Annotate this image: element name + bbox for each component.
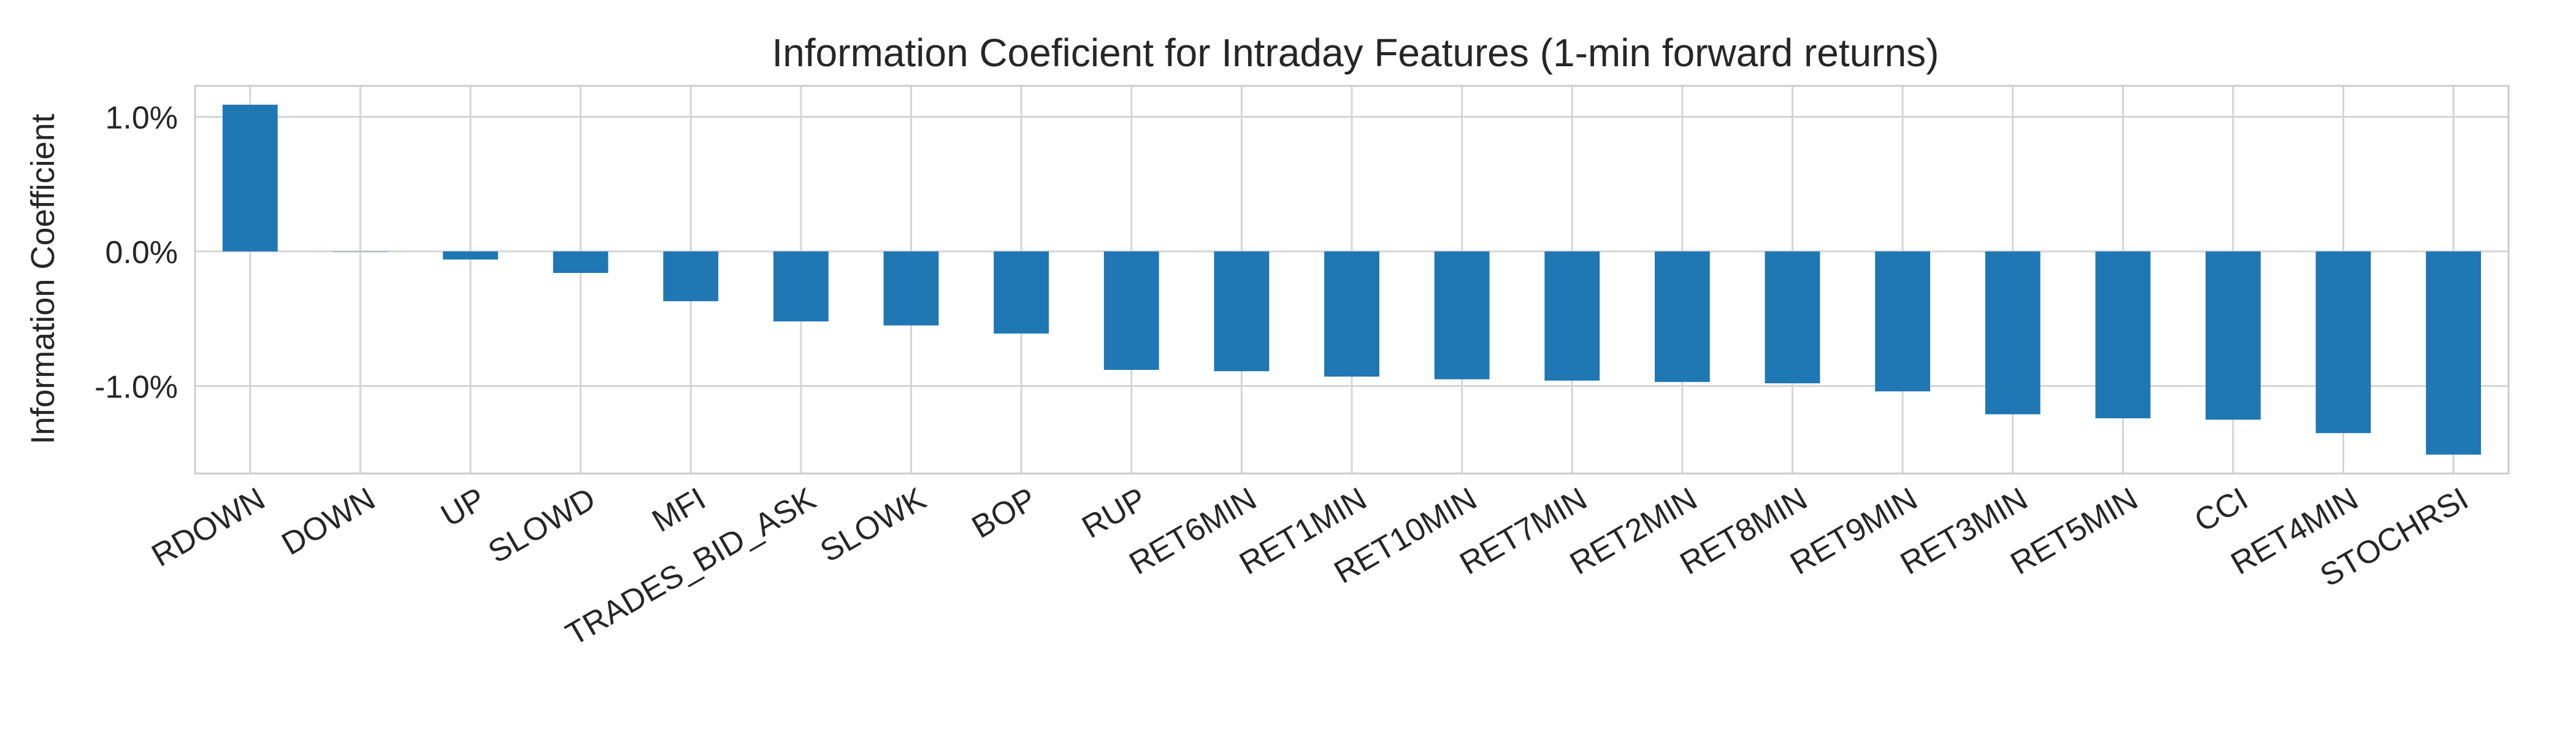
y-axis-title: Information Coefficient bbox=[25, 113, 61, 444]
x-tick-label: RET6MIN bbox=[1124, 481, 1263, 581]
plot-border bbox=[194, 85, 2510, 475]
x-tick-label: CCI bbox=[2188, 481, 2254, 539]
x-tick-label: RET2MIN bbox=[1564, 481, 1703, 581]
y-tick-label: -1.0% bbox=[94, 369, 178, 405]
x-tick-label: SLOWK bbox=[815, 481, 932, 569]
bar-ret5min bbox=[2095, 251, 2151, 419]
x-tick-label: RDOWN bbox=[146, 481, 271, 573]
bar-bop bbox=[994, 251, 1049, 334]
bar-rdown bbox=[222, 104, 278, 251]
bar-ret3min bbox=[1985, 251, 2041, 415]
plot-frame bbox=[194, 85, 2510, 475]
bar-up bbox=[443, 251, 498, 260]
x-tick-label: DOWN bbox=[276, 481, 381, 562]
x-tick-label: SLOWD bbox=[483, 481, 602, 570]
x-tick-label: RET5MIN bbox=[2005, 481, 2144, 581]
bar-ret2min bbox=[1654, 251, 1710, 382]
bar-ret9min bbox=[1875, 251, 1930, 392]
x-tick-label: RET7MIN bbox=[1454, 481, 1593, 581]
x-tick-label: RET8MIN bbox=[1674, 481, 1814, 581]
bar-ret8min bbox=[1765, 251, 1820, 383]
bar-slowd bbox=[553, 251, 608, 274]
bar-ret6min bbox=[1214, 251, 1270, 372]
bar-rup bbox=[1103, 251, 1159, 370]
bar-slowk bbox=[883, 251, 939, 326]
x-tick-label: RUP bbox=[1076, 481, 1152, 545]
bar-cci bbox=[2206, 251, 2261, 420]
bar-ret10min bbox=[1434, 251, 1490, 380]
bar-stochrsi bbox=[2426, 251, 2482, 455]
x-tick-label: RET9MIN bbox=[1784, 481, 1923, 581]
bars bbox=[222, 104, 2482, 455]
bar-mfi bbox=[663, 251, 719, 302]
y-tick-label: 1.0% bbox=[105, 100, 178, 136]
x-tick-label: MFI bbox=[646, 481, 712, 539]
bar-ret7min bbox=[1544, 251, 1600, 381]
x-tick-label: RET3MIN bbox=[1895, 481, 2034, 581]
x-tick-label: BOP bbox=[966, 481, 1042, 545]
chart-title: Information Coeficient for Intraday Feat… bbox=[772, 31, 1939, 75]
y-tick-labels: -1.0% 0.0% 1.0% bbox=[94, 100, 178, 405]
x-tick-label: UP bbox=[435, 481, 491, 534]
bar-down bbox=[332, 251, 388, 252]
bar-ret1min bbox=[1324, 251, 1379, 377]
y-tick-label: 0.0% bbox=[105, 235, 178, 270]
bar-trades-bid-ask bbox=[773, 251, 829, 322]
bar-ret4min bbox=[2315, 251, 2371, 434]
